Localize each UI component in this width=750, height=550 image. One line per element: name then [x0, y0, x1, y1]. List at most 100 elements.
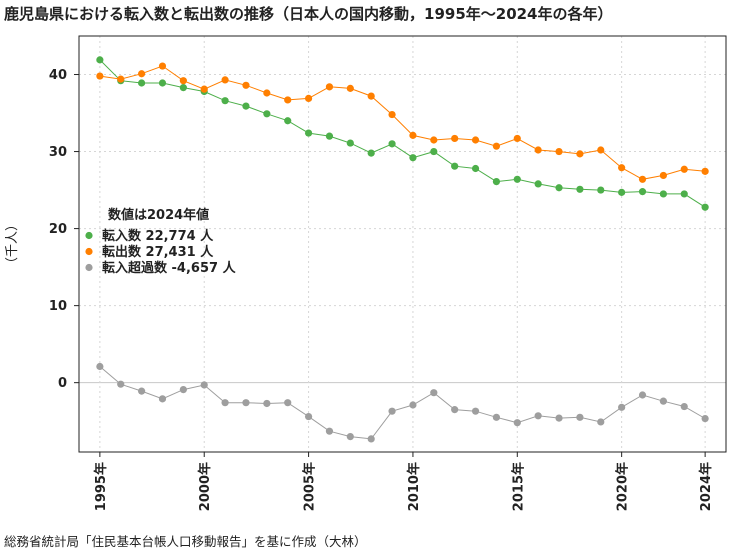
data-point — [471, 164, 480, 173]
data-point — [555, 414, 563, 422]
legend-marker — [85, 231, 93, 240]
data-point — [96, 56, 104, 64]
data-point — [659, 397, 667, 405]
data-point — [263, 399, 271, 408]
y-tick-label: 40 — [49, 68, 67, 83]
data-point — [158, 62, 167, 70]
data-point — [263, 110, 271, 118]
data-point — [534, 180, 542, 188]
data-point — [346, 84, 354, 92]
data-point — [221, 97, 229, 105]
axes: 0 10 20 30 40 1995年 2000年 2005年 2010年 2015年 2020年 2… — [5, 35, 727, 511]
data-point — [158, 79, 167, 87]
data-point — [409, 154, 417, 162]
x-tick-label: 2024年 — [698, 462, 714, 511]
data-point — [138, 70, 146, 78]
data-point — [242, 399, 250, 407]
data-point — [367, 149, 375, 157]
data-point — [367, 435, 375, 443]
data-point — [367, 92, 375, 100]
data-point — [534, 412, 542, 420]
y-tick-label: 0 — [58, 376, 67, 391]
data-point — [263, 89, 271, 97]
data-point — [325, 83, 334, 91]
source-note: 総務省統計局「住民基本台帳人口移動報告」を基に作成（大林） — [4, 534, 367, 549]
data-point — [471, 136, 480, 144]
y-axis-label: （千人） — [5, 218, 20, 270]
legend-entry: 転入超過数 -4,657 人 — [102, 260, 237, 276]
data-point — [680, 165, 688, 173]
series-line — [99, 59, 706, 208]
data-point — [304, 412, 313, 421]
data-point — [304, 94, 313, 102]
data-point — [618, 403, 626, 411]
data-point — [284, 96, 292, 104]
data-point — [555, 147, 563, 156]
data-point — [492, 413, 501, 421]
series-line — [99, 65, 706, 180]
data-point — [492, 178, 501, 186]
data-point — [138, 387, 146, 395]
data-point — [451, 406, 459, 414]
data-point — [284, 399, 292, 407]
series-2 — [96, 62, 709, 183]
data-point — [179, 386, 187, 394]
data-point — [117, 75, 125, 83]
data-point — [200, 381, 208, 389]
data-point — [618, 164, 626, 172]
x-tick-label: 2020年 — [615, 462, 631, 511]
data-point — [534, 146, 542, 154]
data-point — [618, 188, 626, 196]
data-point — [680, 190, 688, 198]
data-point — [221, 76, 229, 84]
data-point — [346, 139, 354, 147]
data-point — [701, 167, 709, 175]
series-1 — [96, 56, 709, 211]
data-point — [492, 142, 501, 150]
y-tick-label: 30 — [49, 145, 67, 160]
data-point — [576, 413, 584, 421]
data-point — [430, 147, 438, 156]
legend-entry: 転出数 27,431 人 — [102, 244, 214, 260]
data-point — [451, 134, 459, 143]
data-point — [284, 117, 292, 125]
legend-marker — [85, 247, 93, 256]
data-point — [138, 79, 146, 87]
data-point — [96, 362, 104, 371]
data-point — [158, 395, 167, 403]
data-point — [513, 175, 521, 183]
data-point — [597, 146, 605, 154]
legend-entry: 転入数 22,774 人 — [102, 228, 214, 244]
data-point — [471, 407, 480, 415]
data-point — [451, 162, 459, 170]
x-tick-label: 2010年 — [406, 462, 422, 511]
data-point — [597, 418, 605, 426]
data-point — [638, 175, 647, 183]
data-point — [701, 414, 709, 423]
y-tick-label: 10 — [49, 299, 67, 314]
data-point — [409, 131, 417, 139]
chart-title: 鹿児島県における転入数と転出数の推移（日本人の国内移動，1995年～2024年の… — [4, 5, 613, 23]
data-point — [221, 399, 229, 407]
x-tick-label: 2000年 — [197, 462, 213, 511]
data-point — [430, 136, 438, 144]
series-line — [99, 366, 706, 440]
data-point — [513, 134, 521, 143]
data-point — [388, 140, 396, 148]
grid — [79, 36, 726, 452]
data-point — [242, 102, 250, 110]
data-point — [659, 171, 667, 180]
data-point — [701, 203, 709, 211]
data-point — [638, 188, 647, 196]
data-point — [513, 419, 521, 427]
data-point — [430, 389, 438, 397]
series-3 — [96, 362, 709, 443]
data-point — [242, 81, 250, 89]
data-point — [409, 401, 417, 409]
legend-title: 数値は2024年値 — [108, 207, 209, 223]
series-layer — [96, 56, 709, 443]
data-point — [597, 186, 605, 194]
data-point — [346, 432, 354, 441]
